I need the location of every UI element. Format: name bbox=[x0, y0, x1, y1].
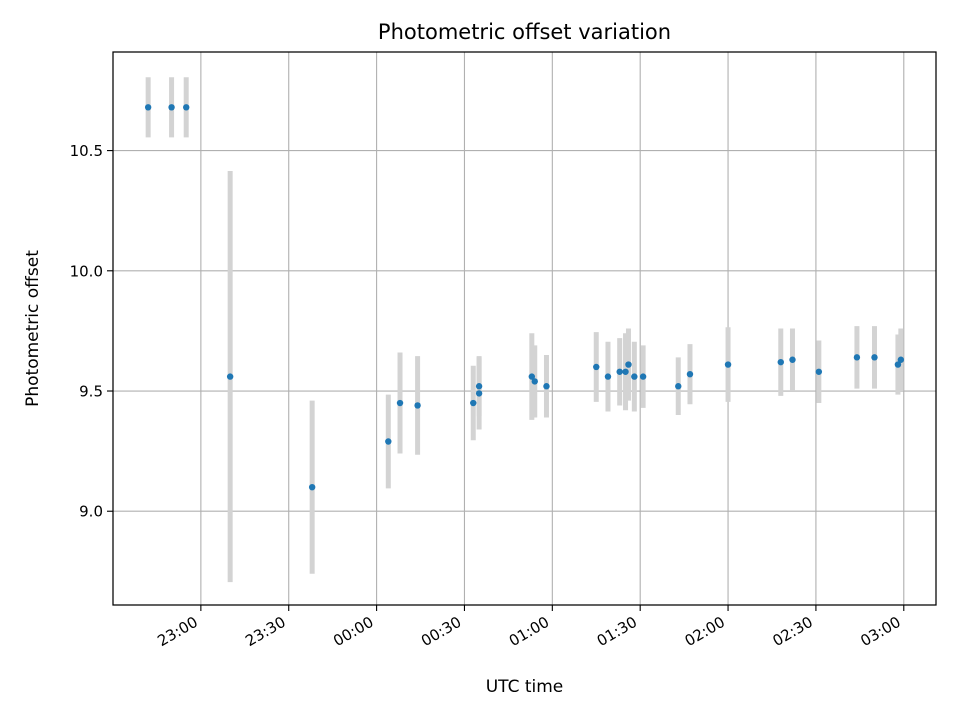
data-point bbox=[531, 378, 538, 385]
data-point bbox=[724, 361, 732, 368]
data-point bbox=[897, 356, 905, 363]
data-point bbox=[616, 368, 623, 375]
y-tick-label: 9.5 bbox=[79, 383, 103, 401]
data-point bbox=[593, 363, 600, 371]
data-point bbox=[308, 483, 316, 491]
data-point bbox=[777, 358, 784, 366]
data-point bbox=[168, 104, 175, 111]
data-point bbox=[625, 361, 632, 368]
data-point bbox=[871, 354, 878, 361]
data-point bbox=[789, 356, 796, 363]
data-point bbox=[853, 354, 861, 361]
plot-frame bbox=[112, 51, 937, 606]
data-point bbox=[414, 402, 421, 409]
grid-lines bbox=[113, 52, 936, 605]
data-point bbox=[475, 390, 483, 397]
data-point bbox=[226, 373, 234, 380]
data-point bbox=[622, 368, 629, 375]
y-axis-ticks: 9.0 9.5 10.0 10.5 bbox=[70, 142, 113, 521]
data-point bbox=[183, 104, 190, 111]
x-axis-label: UTC time bbox=[486, 677, 564, 697]
data-point bbox=[396, 399, 404, 407]
data-point bbox=[385, 438, 392, 445]
data-point bbox=[686, 370, 694, 378]
y-tick-label: 10.0 bbox=[70, 262, 103, 280]
data-point bbox=[815, 368, 823, 375]
data-point bbox=[475, 383, 483, 390]
data-point bbox=[675, 383, 682, 390]
data-point bbox=[639, 373, 647, 380]
data-point bbox=[894, 361, 902, 368]
data-points bbox=[144, 104, 905, 491]
y-tick-label: 9.0 bbox=[79, 503, 103, 521]
data-point bbox=[631, 373, 638, 380]
data-point bbox=[604, 373, 612, 380]
y-tick-label: 10.5 bbox=[70, 142, 103, 160]
chart-title: Photometric offset variation bbox=[378, 20, 671, 44]
data-point bbox=[528, 373, 536, 380]
data-point bbox=[470, 399, 477, 407]
y-axis-label: Photometric offset bbox=[23, 250, 43, 407]
data-point bbox=[144, 104, 152, 111]
data-point bbox=[543, 383, 550, 390]
